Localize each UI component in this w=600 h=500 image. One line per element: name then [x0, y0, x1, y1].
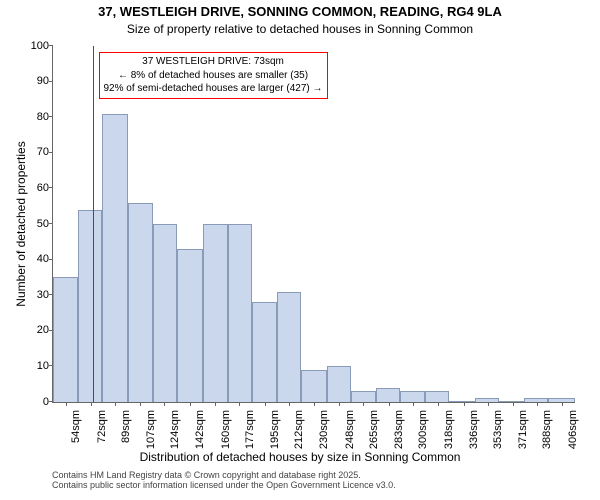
attribution: Contains HM Land Registry data © Crown c… — [52, 470, 396, 490]
x-tick — [413, 402, 414, 406]
annotation-line2: ← 8% of detached houses are smaller (35) — [104, 69, 323, 83]
y-tick — [49, 116, 53, 117]
x-tick-label: 300sqm — [418, 408, 429, 449]
histogram-bar — [177, 249, 202, 402]
y-tick-label: 80 — [37, 112, 53, 123]
annotation-box: 37 WESTLEIGH DRIVE: 73sqm ← 8% of detach… — [99, 52, 328, 99]
histogram-bar — [351, 391, 376, 402]
x-tick-label: 283sqm — [394, 408, 405, 449]
x-axis-label: Distribution of detached houses by size … — [0, 450, 600, 464]
x-tick-label: 107sqm — [146, 408, 157, 449]
histogram-bar — [376, 388, 400, 402]
histogram-bar — [400, 391, 425, 402]
histogram-bar — [277, 292, 301, 402]
histogram-bar — [53, 277, 78, 402]
x-tick — [190, 402, 191, 406]
x-tick — [438, 402, 439, 406]
x-tick — [314, 402, 315, 406]
x-tick — [265, 402, 266, 406]
x-tick-label: 248sqm — [345, 408, 356, 449]
x-tick — [389, 402, 390, 406]
reference-line — [93, 46, 94, 402]
x-tick — [537, 402, 538, 406]
y-tick — [49, 223, 53, 224]
histogram-bar — [153, 224, 177, 402]
histogram-bar — [475, 398, 499, 402]
y-tick-label: 10 — [37, 361, 53, 372]
histogram-bar — [102, 114, 127, 402]
y-tick-label: 30 — [37, 290, 53, 301]
x-tick-label: 388sqm — [542, 408, 553, 449]
chart-title-line1: 37, WESTLEIGH DRIVE, SONNING COMMON, REA… — [0, 4, 600, 19]
x-tick-label: 142sqm — [195, 408, 206, 449]
annotation-line1: 37 WESTLEIGH DRIVE: 73sqm — [104, 55, 323, 69]
histogram-bar — [228, 224, 252, 402]
x-tick — [464, 402, 465, 406]
x-tick-label: 336sqm — [469, 408, 480, 449]
x-tick-label: 230sqm — [320, 408, 331, 449]
x-tick — [164, 402, 165, 406]
x-tick-label: 318sqm — [444, 408, 455, 449]
x-tick-label: 371sqm — [518, 408, 529, 449]
y-tick — [49, 187, 53, 188]
histogram-bar — [499, 401, 524, 402]
histogram-bar — [449, 401, 474, 402]
y-tick-label: 100 — [31, 41, 53, 52]
x-tick — [289, 402, 290, 406]
x-tick-label: 265sqm — [369, 408, 380, 449]
x-tick-label: 406sqm — [568, 408, 579, 449]
histogram-bar — [78, 210, 102, 402]
x-tick-label: 177sqm — [245, 408, 256, 449]
y-tick-label: 20 — [37, 325, 53, 336]
attribution-line1: Contains HM Land Registry data © Crown c… — [52, 470, 396, 480]
chart-title-line2: Size of property relative to detached ho… — [0, 22, 600, 36]
x-tick-label: 353sqm — [493, 408, 504, 449]
y-tick-label: 60 — [37, 183, 53, 194]
histogram-bar — [301, 370, 326, 402]
y-tick — [49, 259, 53, 260]
chart-plot-area: 37 WESTLEIGH DRIVE: 73sqm ← 8% of detach… — [52, 46, 575, 403]
x-tick — [66, 402, 67, 406]
x-tick-label: 195sqm — [270, 408, 281, 449]
y-tick — [49, 45, 53, 46]
histogram-bar — [524, 398, 548, 402]
y-tick-label: 0 — [43, 397, 53, 408]
y-axis-label: Number of detached properties — [14, 124, 28, 324]
histogram-bar — [128, 203, 153, 402]
y-tick-label: 50 — [37, 219, 53, 230]
y-tick-label: 70 — [37, 147, 53, 158]
x-tick — [91, 402, 92, 406]
x-tick — [215, 402, 216, 406]
y-tick — [49, 81, 53, 82]
x-tick — [115, 402, 116, 406]
histogram-bar — [425, 391, 449, 402]
x-tick-label: 212sqm — [294, 408, 305, 449]
x-tick — [140, 402, 141, 406]
x-tick — [562, 402, 563, 406]
x-tick-label: 124sqm — [170, 408, 181, 449]
x-tick-label: 54sqm — [71, 408, 82, 443]
y-tick-label: 90 — [37, 76, 53, 87]
x-tick — [239, 402, 240, 406]
histogram-bar — [548, 398, 575, 402]
x-tick — [363, 402, 364, 406]
x-tick — [513, 402, 514, 406]
attribution-line2: Contains public sector information licen… — [52, 480, 396, 490]
histogram-bar — [252, 302, 277, 402]
x-tick-label: 89sqm — [121, 408, 132, 443]
y-tick — [49, 152, 53, 153]
x-tick-label: 72sqm — [97, 408, 108, 443]
histogram-bar — [327, 366, 351, 402]
x-tick — [339, 402, 340, 406]
y-tick-label: 40 — [37, 254, 53, 265]
annotation-line3: 92% of semi-detached houses are larger (… — [104, 82, 323, 96]
x-tick — [488, 402, 489, 406]
x-tick-label: 160sqm — [221, 408, 232, 449]
histogram-bar — [203, 224, 228, 402]
